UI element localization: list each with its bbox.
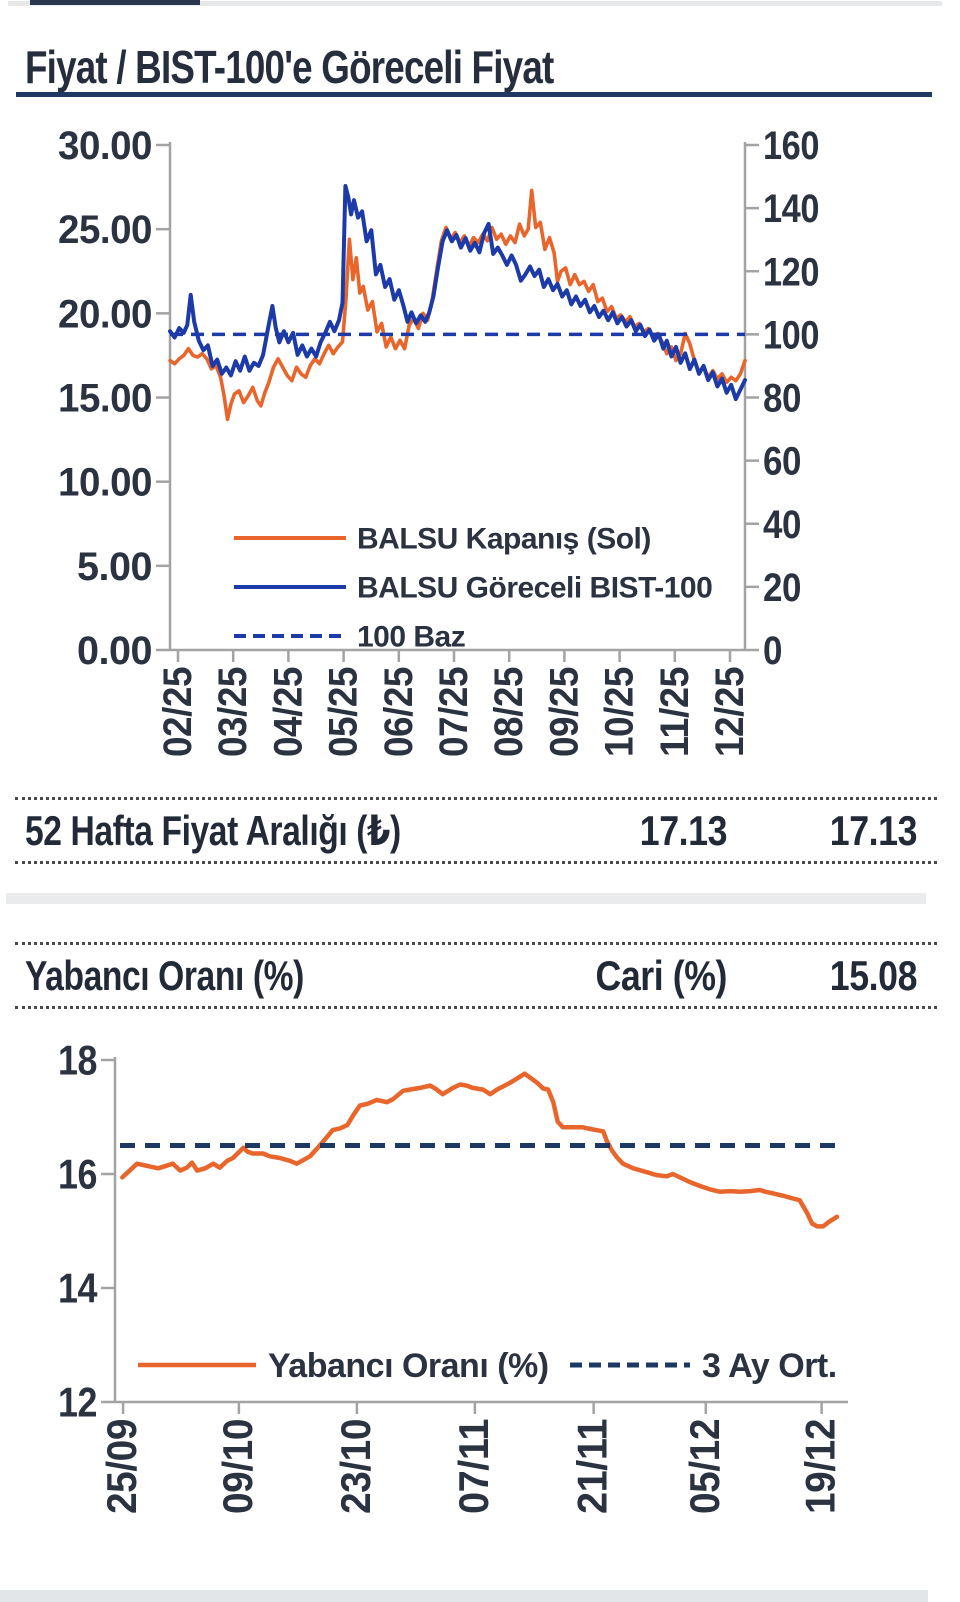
x-axis-label: 23/10 [332, 1419, 379, 1514]
y-axis-left-label: 10.00 [58, 461, 152, 505]
y-axis-left-label: 30.00 [58, 124, 152, 168]
legend-label: BALSU Göreceli BIST-100 [357, 572, 712, 605]
current-ratio-label: Cari (%) [595, 951, 728, 999]
x-axis-label: 05/12 [681, 1419, 728, 1514]
y-axis-right-label: 140 [763, 187, 819, 231]
x-axis-label: 21/11 [569, 1419, 616, 1514]
week52-range-high: 17.13 [829, 806, 918, 854]
y-axis-left-label: 12 [58, 1379, 97, 1426]
top-scrollbar-track [8, 1, 942, 6]
x-axis-label: 09/10 [214, 1419, 261, 1514]
y-axis-right-label: 40 [763, 503, 801, 547]
y-axis-left-label: 18 [58, 1037, 97, 1084]
y-axis-left-label: 20.00 [58, 292, 152, 336]
week52-range-row: 52 Hafta Fiyat Aralığı (₺) 17.13 17.13 [15, 797, 937, 864]
x-axis-label: 12/25 [708, 667, 752, 757]
x-axis-label: 11/25 [653, 667, 697, 757]
y-axis-left-label: 5.00 [77, 545, 152, 589]
y-axis-right-label: 160 [763, 124, 819, 168]
y-axis-right-label: 120 [763, 250, 819, 294]
x-axis-label: 05/25 [322, 667, 366, 757]
x-axis-label: 07/11 [450, 1419, 497, 1514]
series-line-0 [120, 1071, 840, 1229]
legend-label: BALSU Kapanış (Sol) [357, 523, 651, 556]
y-axis-right-label: 60 [763, 440, 801, 484]
current-ratio-value: 15.08 [829, 951, 918, 999]
x-axis-label: 19/12 [797, 1419, 844, 1514]
week52-range-low: 17.13 [639, 806, 728, 854]
bottom-separator [0, 1590, 928, 1602]
week52-range-label: 52 Hafta Fiyat Aralığı (₺) [25, 807, 401, 854]
x-axis-label: 09/25 [542, 667, 586, 757]
x-axis-label: 08/25 [487, 667, 531, 757]
y-axis-left-label: 16 [58, 1151, 97, 1198]
foreign-ratio-label: Yabancı Oranı (%) [25, 951, 304, 999]
section-separator [6, 893, 926, 904]
x-axis-label: 02/25 [156, 667, 200, 757]
title-underline [16, 92, 932, 97]
x-axis-label: 25/09 [98, 1419, 145, 1514]
foreign-ratio-row: Yabancı Oranı (%) Cari (%) 15.08 [15, 942, 937, 1009]
y-axis-right-label: 100 [763, 313, 819, 357]
x-axis-label: 04/25 [266, 667, 310, 757]
x-axis-label: 03/25 [211, 667, 255, 757]
y-axis-left-label: 14 [58, 1265, 98, 1312]
y-axis-left-label: 15.00 [58, 377, 152, 421]
y-axis-right-label: 0 [763, 629, 782, 673]
x-axis-label: 07/25 [432, 667, 476, 757]
legend-label: 3 Ay Ort. [702, 1347, 837, 1385]
page-title: Fiyat / BIST-100'e Göreceli Fiyat [25, 41, 554, 93]
y-axis-left-label: 25.00 [58, 208, 152, 252]
y-axis-right-label: 20 [763, 566, 801, 610]
y-axis-right-label: 80 [763, 377, 801, 421]
y-axis-left-label: 0.00 [77, 629, 152, 673]
series-line-0 [168, 188, 747, 422]
legend-label: 100 Baz [357, 621, 465, 654]
x-axis-label: 06/25 [377, 667, 421, 757]
legend-label: Yabancı Oranı (%) [268, 1347, 549, 1385]
x-axis-label: 10/25 [598, 667, 642, 757]
top-scrollbar-thumb [30, 0, 200, 5]
series-line-1 [168, 184, 747, 402]
